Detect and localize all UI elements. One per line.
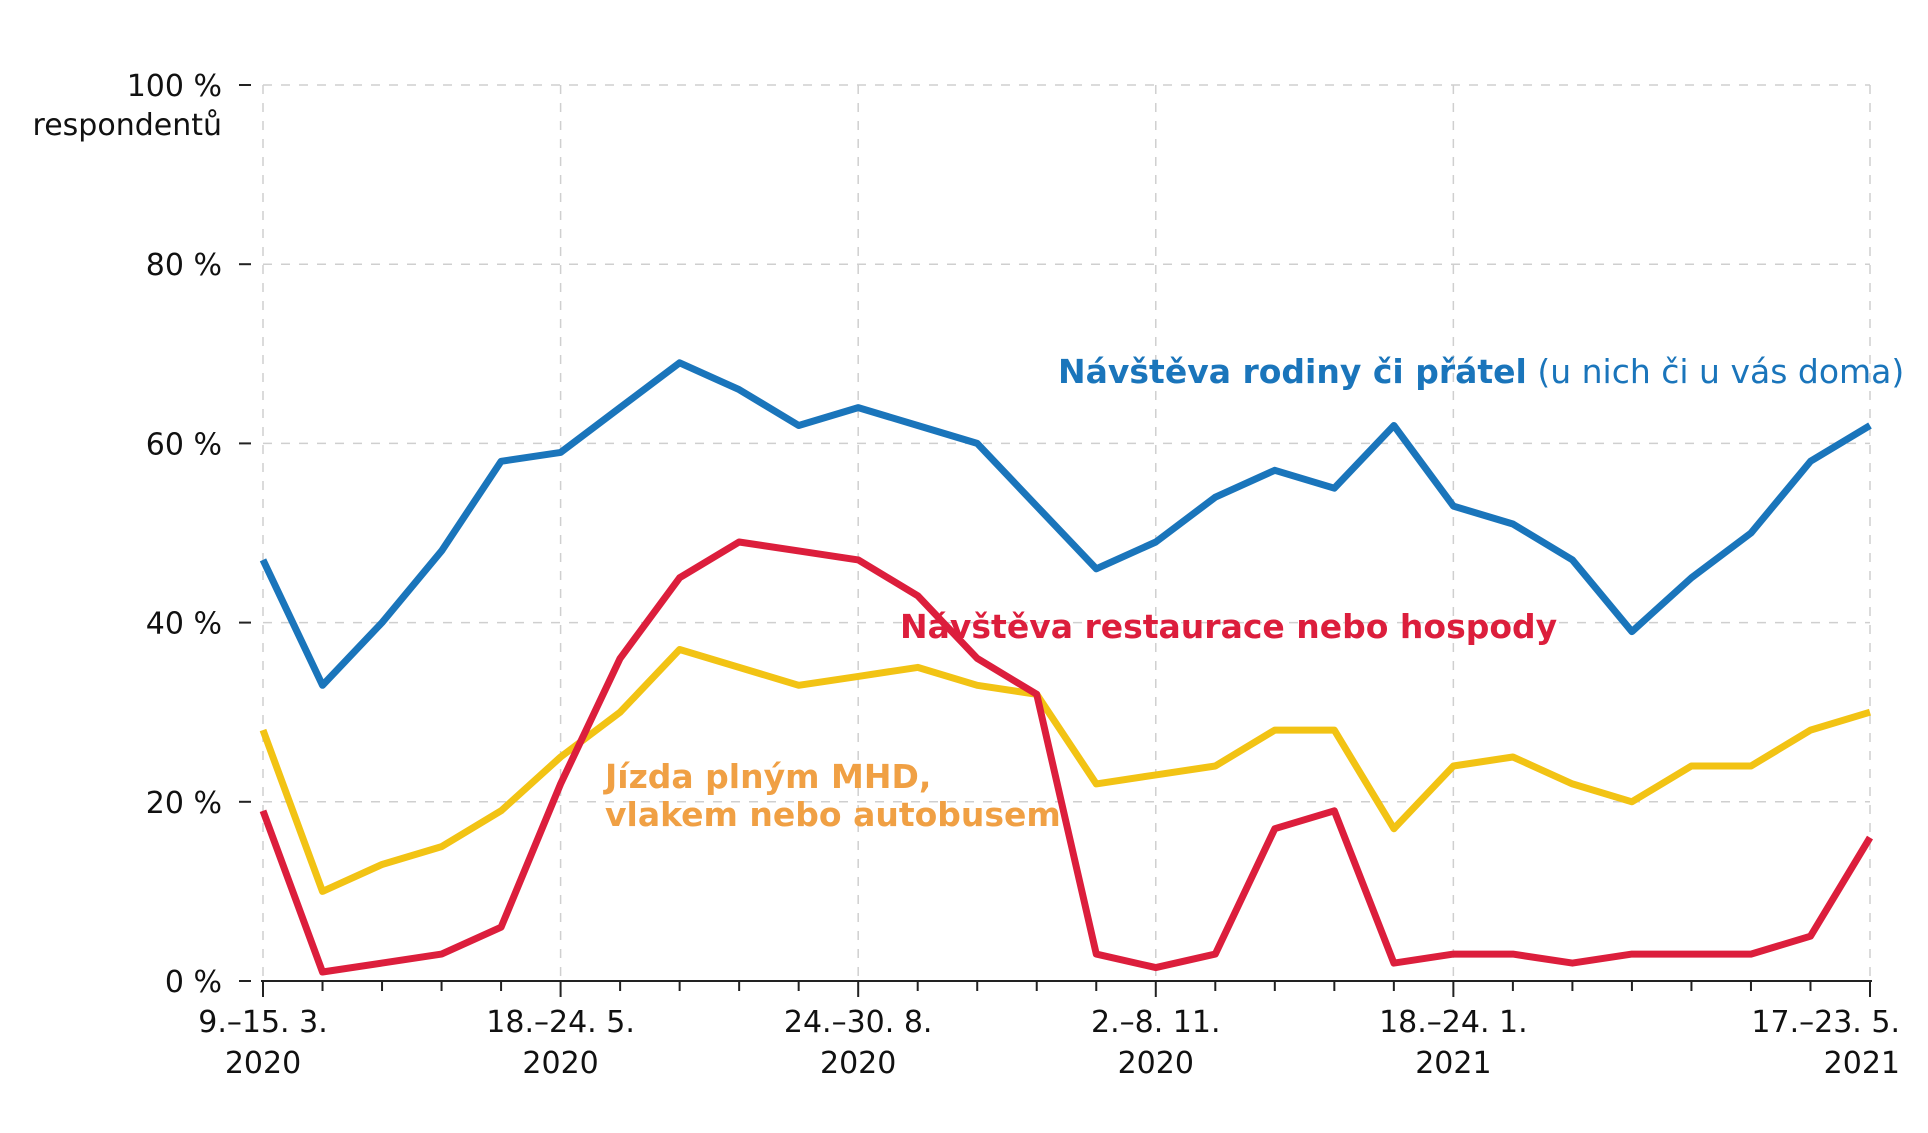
series-line-2 — [259, 538, 1873, 976]
annotation-family-friends-normal: (u nich či u vás doma) — [1527, 352, 1904, 391]
x-tick-label-line2: 2020 — [820, 1046, 896, 1081]
x-tick-label-line1: 2.–8. 11. — [1091, 1005, 1221, 1040]
y-tick-label: 100 % — [127, 69, 222, 104]
y-tick-label: 0 % — [165, 965, 222, 1000]
x-tick-label-line2: 2021 — [1824, 1046, 1900, 1081]
annotation-family-friends: Návštěva rodiny či přátel (u nich či u v… — [1058, 352, 1904, 391]
y-tick-label: 80 % — [146, 248, 222, 283]
x-tick-label-line1: 17.–23. 5. — [1751, 1005, 1900, 1040]
y-tick-label: 60 % — [146, 427, 222, 462]
axis-layer: 0 % 20 % 40 % 60 % 80 % 100 % respondentů 9.–15… — [33, 69, 1900, 1081]
annotation-transit-line2: vlakem nebo autobusem — [605, 795, 1061, 834]
x-tick-label-line1: 18.–24. 1. — [1379, 1005, 1528, 1040]
y-axis-unit-label: respondentů — [33, 108, 222, 143]
x-tick-label-line2: 2020 — [225, 1046, 301, 1081]
annotation-family-friends-bold: Návštěva rodiny či přátel — [1058, 352, 1527, 391]
x-tick-label-line2: 2021 — [1415, 1046, 1491, 1081]
annotation-restaurant: Návštěva restaurace nebo hospody — [900, 607, 1557, 646]
annotation-transit-line1: Jízda plným MHD, — [603, 757, 931, 796]
x-tick-label-line1: 24.–30. 8. — [784, 1005, 933, 1040]
x-tick-label-line2: 2020 — [1118, 1046, 1194, 1081]
series-layer — [259, 359, 1873, 976]
series-line-0 — [259, 359, 1872, 689]
x-tick-label-line1: 18.–24. 5. — [486, 1005, 635, 1040]
annotation-layer: Návštěva rodiny či přátel (u nich či u v… — [603, 352, 1904, 834]
series-line-1 — [259, 646, 1872, 895]
x-tick-label-line1: 9.–15. 3. — [198, 1005, 328, 1040]
grid-layer — [262, 84, 1871, 981]
y-tick-label: 40 % — [146, 607, 222, 642]
x-tick-label-line2: 2020 — [522, 1046, 598, 1081]
y-tick-label: 20 % — [146, 786, 222, 821]
